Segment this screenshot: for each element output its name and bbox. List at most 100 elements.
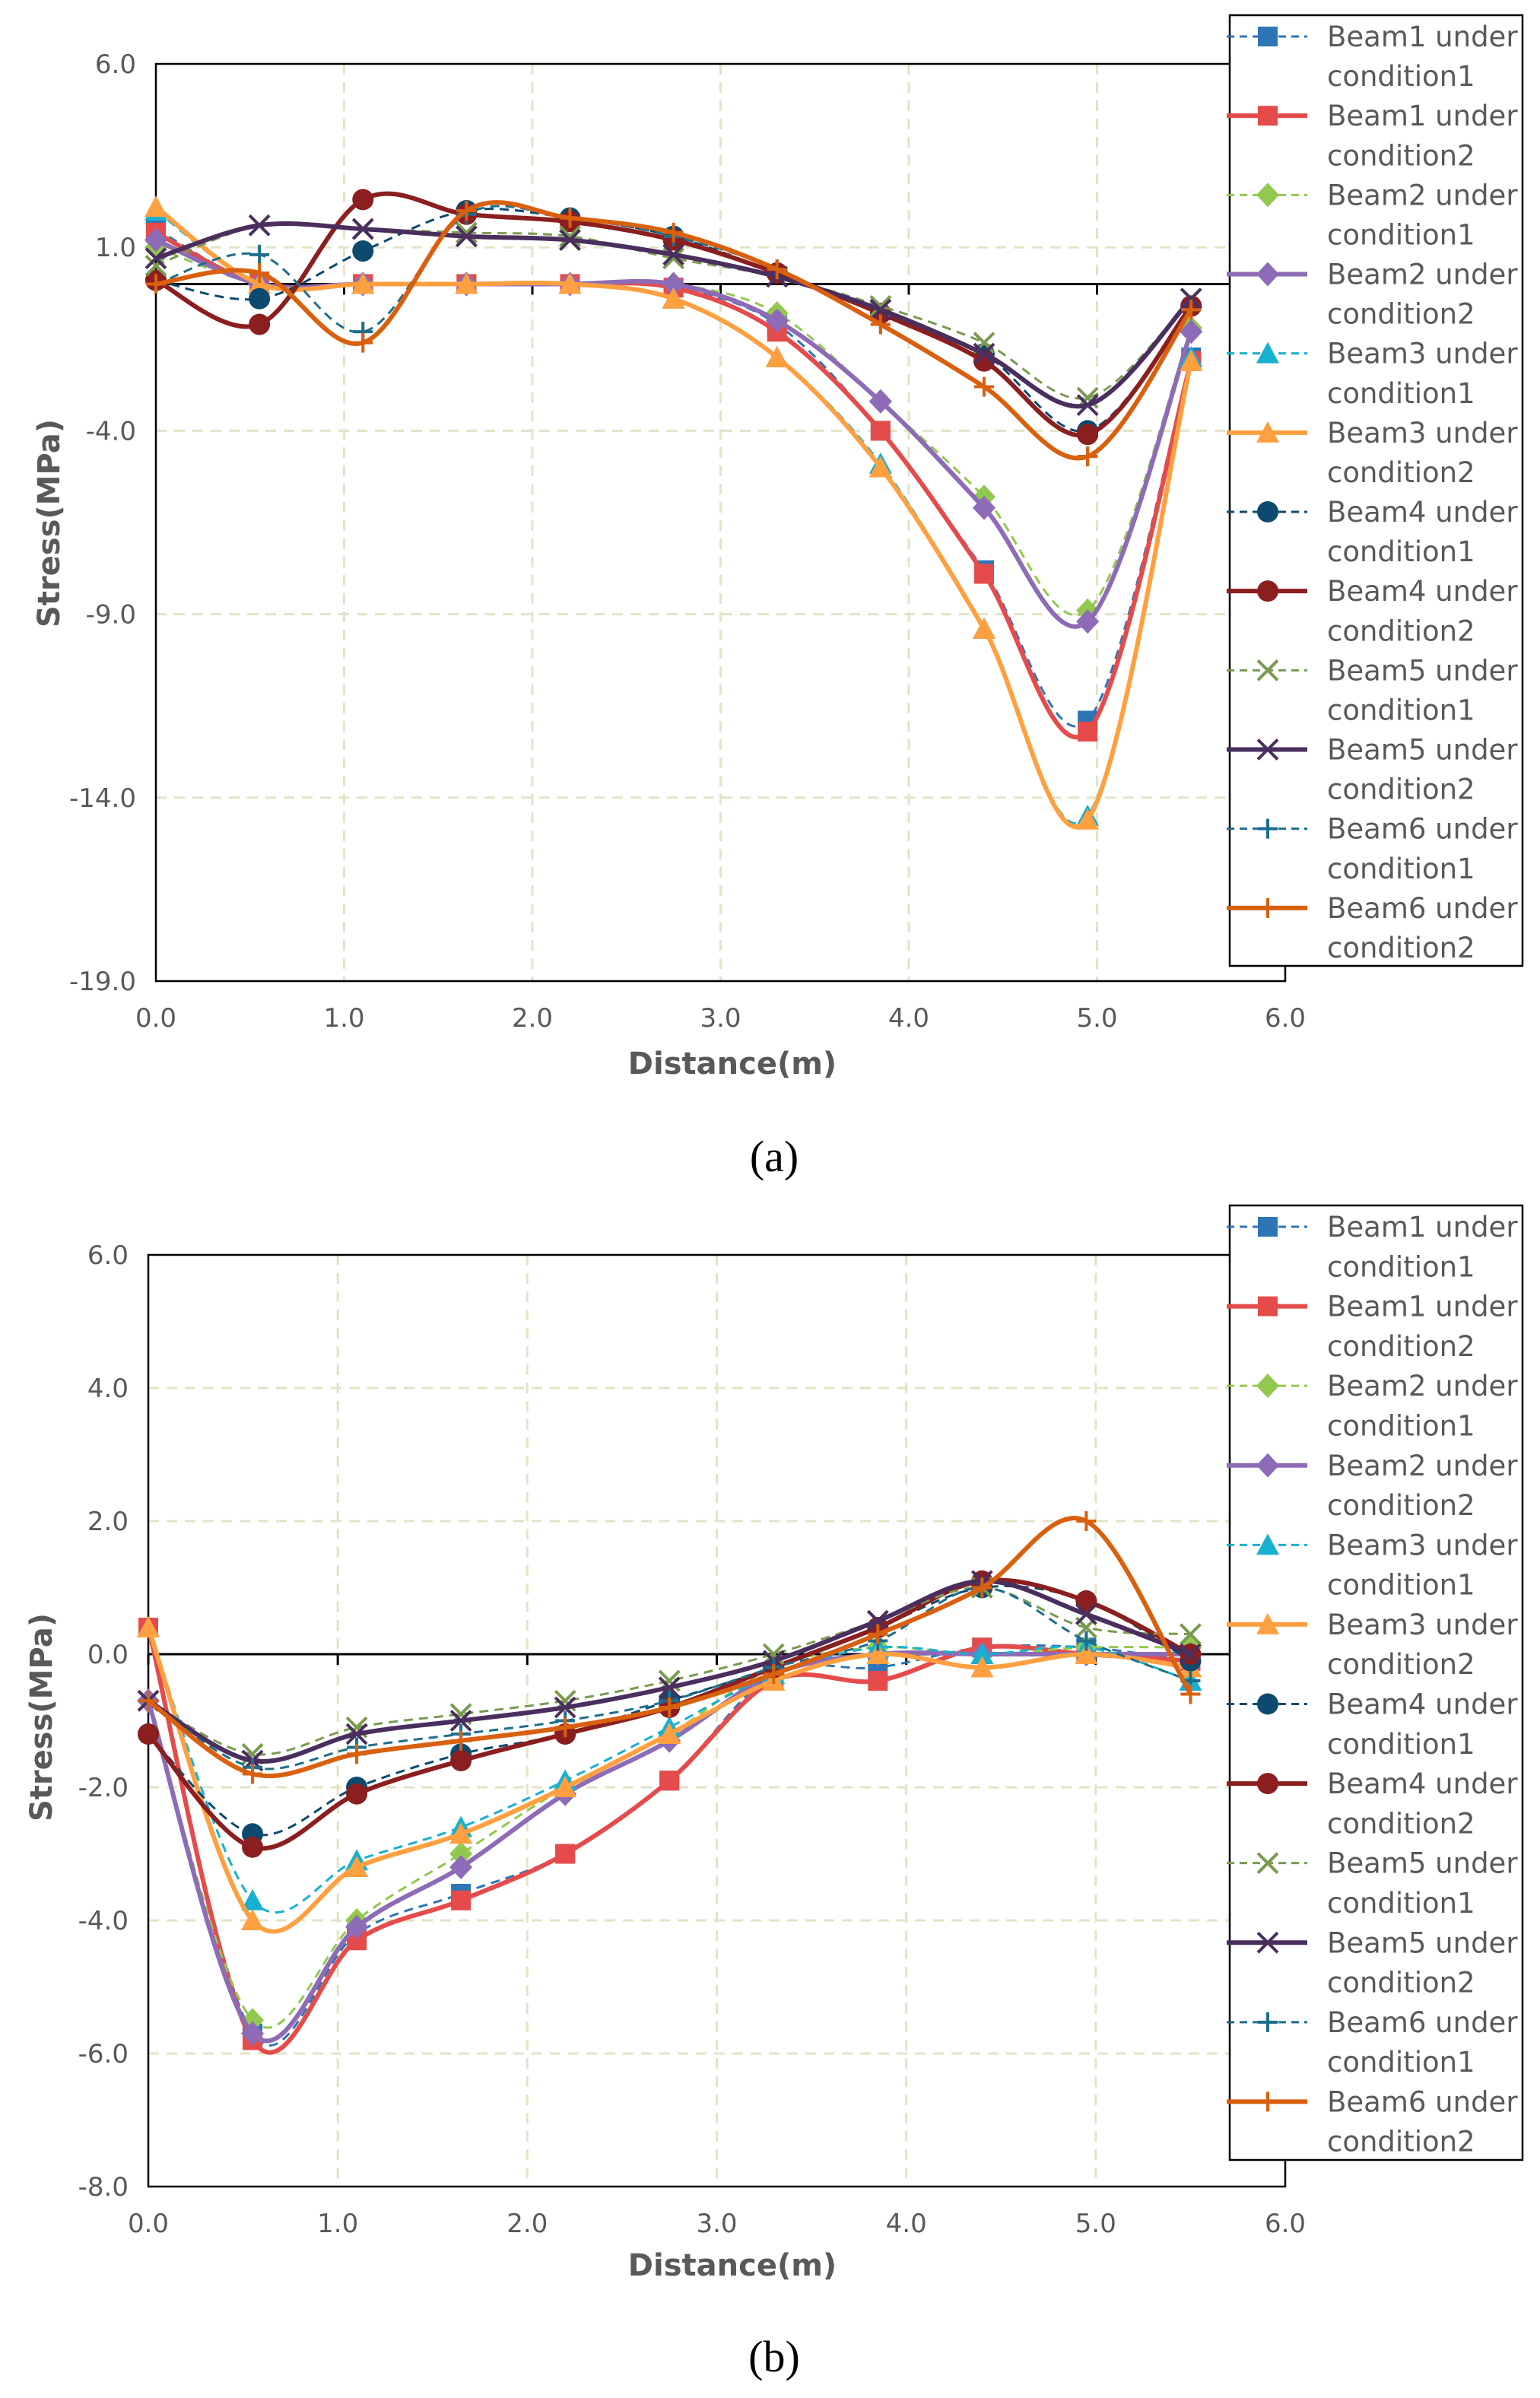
data-point-a-10 bbox=[351, 218, 374, 240]
legend-label-b: Beam6 under bbox=[1327, 2085, 1518, 2118]
legend-swatch-marker-b bbox=[1256, 1852, 1279, 1875]
legend-label-a: condition1 bbox=[1327, 853, 1475, 885]
x-tick-label-b: 1.0 bbox=[317, 2209, 358, 2239]
legend-swatch-marker-a bbox=[1258, 818, 1278, 839]
data-point-a-4 bbox=[144, 227, 167, 253]
data-point-a-6 bbox=[868, 456, 892, 478]
data-point-a-10 bbox=[973, 342, 995, 365]
data-point-a-9 bbox=[455, 221, 478, 244]
legend-label-a: condition1 bbox=[1327, 60, 1475, 93]
x-tick-label-a: 0.0 bbox=[135, 1003, 176, 1034]
data-point-a-2 bbox=[974, 564, 994, 584]
legend-label-a: Beam1 under bbox=[1327, 21, 1518, 53]
y-tick-label-b: 2.0 bbox=[87, 1507, 129, 1537]
legend-label-a: Beam2 under bbox=[1327, 259, 1518, 291]
series-a-6 bbox=[144, 195, 1203, 830]
legend-label-b: condition1 bbox=[1327, 1250, 1475, 1283]
data-point-a-6 bbox=[558, 272, 582, 294]
data-point-b-12 bbox=[138, 1691, 158, 1711]
legend-label-b: Beam1 under bbox=[1327, 1291, 1518, 1323]
chart-panel-b: 0.0 1.0 2.0 3.0 4.0 5.0 6.0 6.0 4.0 2.0 0.0 -2.0 -4.… bbox=[24, 1204, 1524, 2381]
x-tick-label-b: 6.0 bbox=[1265, 2209, 1306, 2239]
y-axis-title-a: Stress(MPa) bbox=[32, 419, 67, 627]
legend-item-b-7: Beam4 under condition1 bbox=[1227, 1688, 1518, 1761]
data-point-b-6 bbox=[658, 1723, 681, 1744]
legend-item-b-5: Beam3 under condition1 bbox=[1227, 1529, 1518, 1602]
legend-swatch-marker-b bbox=[1258, 2012, 1278, 2032]
data-point-a-6 bbox=[1076, 808, 1100, 830]
data-point-b-12 bbox=[868, 1624, 888, 1644]
data-point-a-12 bbox=[560, 208, 580, 228]
legend-item-a-2: Beam1 under condition2 bbox=[1227, 100, 1518, 172]
x-tick-label-b: 0.0 bbox=[128, 2209, 169, 2239]
data-point-a-9 bbox=[144, 254, 167, 277]
legend-label-a: Beam6 under bbox=[1327, 813, 1518, 846]
y-tick-label-b: 6.0 bbox=[87, 1240, 129, 1271]
data-point-a-6 bbox=[455, 272, 478, 294]
legend-label-a: condition2 bbox=[1327, 298, 1475, 331]
data-point-b-3 bbox=[449, 1841, 473, 1866]
legend-label-b: condition2 bbox=[1327, 1967, 1475, 1999]
legend-swatch-marker-b bbox=[1256, 1374, 1279, 1399]
legend-label-b: condition1 bbox=[1327, 1728, 1475, 1761]
data-point-a-10 bbox=[1180, 287, 1202, 310]
data-point-a-12 bbox=[353, 332, 373, 353]
data-point-b-2 bbox=[555, 1844, 576, 1864]
legend-label-a: condition1 bbox=[1327, 377, 1475, 410]
caption-b: (b) bbox=[748, 2332, 800, 2381]
legend-label-a: Beam4 under bbox=[1327, 575, 1518, 608]
data-point-b-2 bbox=[451, 1890, 472, 1910]
data-point-b-10 bbox=[1180, 1643, 1202, 1666]
data-point-a-4 bbox=[868, 389, 892, 414]
x-tick-label-b: 2.0 bbox=[506, 2209, 548, 2239]
legend-item-a-1: Beam1 under condition1 bbox=[1227, 21, 1518, 93]
legend-label-b: Beam5 under bbox=[1327, 1926, 1518, 1959]
y-tick-label-b: -8.0 bbox=[78, 2172, 129, 2203]
data-point-a-6 bbox=[765, 345, 789, 367]
data-point-b-12 bbox=[764, 1664, 784, 1685]
y-tick-label-b: -4.0 bbox=[78, 1906, 129, 1936]
data-point-a-10 bbox=[144, 247, 167, 270]
data-point-b-2 bbox=[868, 1671, 888, 1691]
legend-label-a: condition2 bbox=[1327, 456, 1475, 489]
legend-label-b: Beam2 under bbox=[1327, 1370, 1518, 1402]
data-point-a-8 bbox=[1077, 424, 1099, 446]
legend-item-b-2: Beam1 under condition2 bbox=[1227, 1291, 1518, 1363]
legend-swatch-marker-a bbox=[1256, 341, 1279, 364]
data-point-a-4 bbox=[973, 495, 995, 520]
data-point-b-6 bbox=[1075, 1643, 1098, 1664]
data-point-a-4 bbox=[1180, 319, 1203, 345]
legend-item-a-8: Beam4 under condition2 bbox=[1227, 575, 1518, 647]
data-point-a-11 bbox=[249, 244, 270, 265]
data-point-a-6 bbox=[973, 617, 995, 639]
data-point-a-12 bbox=[1181, 300, 1202, 320]
legend-item-b-11: Beam6 under condition1 bbox=[1227, 2006, 1518, 2079]
data-point-a-4 bbox=[662, 272, 685, 297]
legend-label-a: Beam5 under bbox=[1327, 734, 1518, 767]
data-point-b-12 bbox=[1076, 1511, 1097, 1531]
data-point-b-8 bbox=[138, 1723, 159, 1745]
legend-label-b: condition2 bbox=[1327, 1807, 1475, 1840]
legend-swatch-marker-b bbox=[1257, 1773, 1278, 1795]
data-point-b-12 bbox=[659, 1698, 680, 1717]
legend-label-a: condition1 bbox=[1327, 694, 1475, 726]
data-point-b-6 bbox=[866, 1643, 890, 1664]
data-point-a-10 bbox=[455, 225, 478, 248]
data-point-b-8 bbox=[450, 1750, 472, 1771]
data-point-b-10 bbox=[554, 1696, 576, 1719]
legend-label-a: Beam6 under bbox=[1327, 892, 1518, 925]
y-tick-label-a: -4.0 bbox=[86, 416, 136, 446]
legend-label-b: Beam3 under bbox=[1327, 1529, 1518, 1561]
legend-label-b: Beam4 under bbox=[1327, 1768, 1518, 1800]
x-tick-label-a: 5.0 bbox=[1076, 1003, 1117, 1034]
y-tick-label-a: -14.0 bbox=[69, 783, 136, 814]
series-line-b-12 bbox=[147, 1516, 1192, 1779]
y-tick-label-a: 6.0 bbox=[95, 49, 136, 80]
legend-swatch-marker-a bbox=[1257, 580, 1278, 602]
legend-swatch-marker-a bbox=[1256, 421, 1279, 443]
data-point-b-6 bbox=[137, 1616, 160, 1637]
data-point-b-10 bbox=[866, 1609, 889, 1632]
data-point-a-12 bbox=[456, 200, 477, 221]
data-point-a-10 bbox=[662, 243, 685, 266]
